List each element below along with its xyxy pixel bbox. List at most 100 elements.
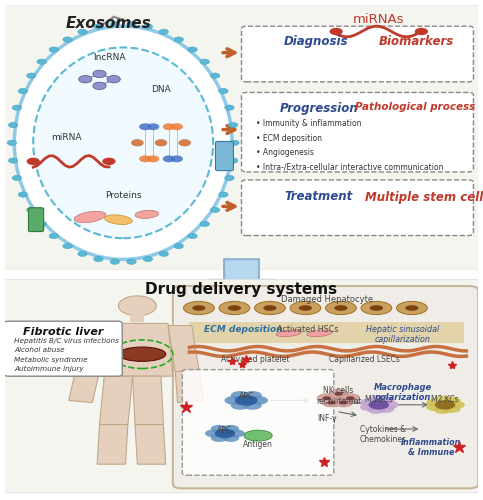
FancyBboxPatch shape bbox=[130, 314, 144, 322]
Ellipse shape bbox=[135, 210, 158, 218]
Circle shape bbox=[94, 24, 103, 29]
Circle shape bbox=[37, 222, 46, 226]
Circle shape bbox=[368, 406, 385, 414]
FancyBboxPatch shape bbox=[242, 26, 473, 82]
Circle shape bbox=[107, 76, 120, 83]
Circle shape bbox=[143, 256, 153, 262]
Circle shape bbox=[49, 234, 58, 238]
Text: • Immunity & inflammation: • Immunity & inflammation bbox=[256, 119, 361, 128]
Text: Capillarized LSECs: Capillarized LSECs bbox=[329, 356, 400, 364]
Circle shape bbox=[222, 425, 239, 433]
Text: NK cells
recruitment: NK cells recruitment bbox=[316, 386, 361, 406]
Circle shape bbox=[225, 176, 234, 180]
FancyBboxPatch shape bbox=[242, 92, 473, 172]
Circle shape bbox=[147, 156, 159, 162]
Circle shape bbox=[415, 28, 428, 35]
Circle shape bbox=[334, 392, 343, 396]
Circle shape bbox=[155, 140, 167, 146]
Ellipse shape bbox=[263, 305, 277, 310]
Circle shape bbox=[249, 396, 268, 405]
Circle shape bbox=[382, 401, 398, 409]
Ellipse shape bbox=[326, 302, 356, 314]
Circle shape bbox=[131, 140, 143, 146]
Ellipse shape bbox=[118, 296, 156, 316]
Circle shape bbox=[131, 140, 143, 146]
Circle shape bbox=[12, 176, 22, 180]
Text: Biomarkers: Biomarkers bbox=[379, 36, 454, 49]
Circle shape bbox=[127, 21, 136, 26]
Text: DNA: DNA bbox=[151, 86, 171, 94]
Text: • ECM deposition: • ECM deposition bbox=[256, 134, 322, 142]
Ellipse shape bbox=[74, 212, 106, 222]
Circle shape bbox=[188, 234, 197, 238]
Text: Multiple stem cells: Multiple stem cells bbox=[365, 190, 483, 203]
Circle shape bbox=[93, 70, 106, 78]
FancyBboxPatch shape bbox=[173, 286, 478, 488]
Circle shape bbox=[174, 37, 184, 42]
Circle shape bbox=[443, 396, 461, 404]
Circle shape bbox=[243, 391, 262, 400]
Circle shape bbox=[163, 124, 175, 130]
Circle shape bbox=[215, 428, 235, 438]
Ellipse shape bbox=[290, 302, 321, 314]
Circle shape bbox=[63, 37, 72, 42]
Polygon shape bbox=[168, 326, 199, 372]
FancyBboxPatch shape bbox=[28, 208, 43, 232]
Circle shape bbox=[327, 400, 336, 404]
Circle shape bbox=[27, 208, 36, 212]
Circle shape bbox=[8, 122, 18, 128]
Text: M1 KCs: M1 KCs bbox=[365, 395, 393, 404]
Ellipse shape bbox=[405, 305, 419, 310]
Circle shape bbox=[443, 405, 461, 413]
Text: Diagnosis: Diagnosis bbox=[284, 36, 349, 49]
Text: miRNA: miRNA bbox=[51, 133, 82, 142]
Circle shape bbox=[18, 192, 28, 197]
Circle shape bbox=[93, 82, 106, 90]
Circle shape bbox=[243, 401, 262, 410]
Circle shape bbox=[211, 425, 228, 433]
Circle shape bbox=[110, 259, 120, 264]
Circle shape bbox=[102, 158, 115, 165]
Polygon shape bbox=[69, 370, 99, 402]
Circle shape bbox=[341, 394, 360, 402]
Polygon shape bbox=[97, 424, 128, 464]
Circle shape bbox=[159, 251, 169, 256]
Circle shape bbox=[79, 76, 92, 83]
Text: Treatment: Treatment bbox=[284, 190, 353, 203]
Ellipse shape bbox=[397, 302, 427, 314]
Ellipse shape bbox=[219, 302, 250, 314]
Ellipse shape bbox=[307, 330, 332, 336]
Text: M2 KCs: M2 KCs bbox=[431, 395, 459, 404]
Circle shape bbox=[147, 124, 159, 130]
Circle shape bbox=[179, 140, 191, 146]
Circle shape bbox=[27, 158, 40, 165]
Text: Activated platelet: Activated platelet bbox=[221, 356, 290, 364]
Text: Drug delivery systems: Drug delivery systems bbox=[145, 282, 338, 296]
Circle shape bbox=[49, 47, 58, 52]
Circle shape bbox=[317, 394, 336, 402]
Circle shape bbox=[334, 398, 353, 407]
Circle shape bbox=[235, 395, 257, 406]
Ellipse shape bbox=[361, 302, 392, 314]
Circle shape bbox=[225, 396, 243, 405]
Text: Activated HSCs: Activated HSCs bbox=[277, 324, 339, 334]
FancyBboxPatch shape bbox=[2, 280, 481, 493]
Circle shape bbox=[228, 430, 245, 438]
Circle shape bbox=[210, 73, 220, 78]
Circle shape bbox=[139, 124, 151, 130]
Polygon shape bbox=[99, 376, 133, 424]
Ellipse shape bbox=[33, 48, 213, 238]
Circle shape bbox=[78, 251, 87, 256]
Ellipse shape bbox=[334, 305, 348, 310]
Ellipse shape bbox=[192, 305, 206, 310]
Circle shape bbox=[339, 400, 348, 404]
Circle shape bbox=[200, 59, 210, 64]
FancyBboxPatch shape bbox=[2, 5, 481, 270]
Text: Pathological process: Pathological process bbox=[355, 102, 475, 112]
Ellipse shape bbox=[118, 347, 166, 362]
Circle shape bbox=[188, 47, 197, 52]
Polygon shape bbox=[175, 370, 204, 402]
Circle shape bbox=[377, 396, 395, 404]
Circle shape bbox=[78, 29, 87, 34]
Text: Antigen: Antigen bbox=[243, 440, 273, 449]
